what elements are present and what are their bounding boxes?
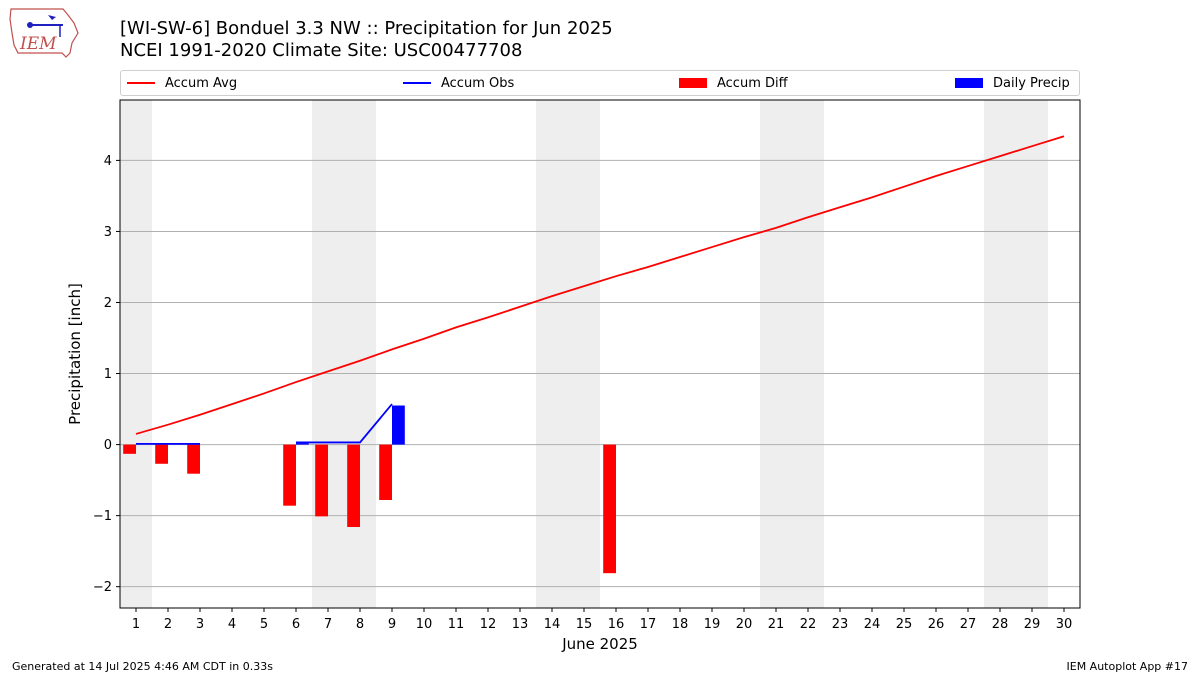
x-tick-label: 28 [992, 617, 1009, 632]
legend-item-accum-obs: Accum Obs [403, 71, 514, 95]
legend-item-accum-diff: Accum Diff [679, 71, 788, 95]
x-tick-label: 14 [544, 617, 561, 632]
x-tick-label: 27 [960, 617, 977, 632]
x-tick-label: 16 [608, 617, 625, 632]
accum-diff-bar [347, 444, 360, 528]
x-tick-label: 12 [480, 617, 497, 632]
x-tick-label: 30 [1056, 617, 1073, 632]
logo-text: IEM [19, 34, 57, 54]
x-tick-label: 8 [356, 617, 364, 632]
x-tick-label: 19 [704, 617, 721, 632]
legend-item-daily-precip: Daily Precip [955, 71, 1070, 95]
app-credit: IEM Autoplot App #17 [1066, 660, 1189, 673]
x-tick-label: 25 [896, 617, 913, 632]
chart-subtitle: NCEI 1991-2020 Climate Site: USC00477708 [120, 40, 523, 61]
daily-precip-bar [296, 443, 309, 445]
x-tick-label: 10 [416, 617, 433, 632]
weekend-shade [536, 100, 600, 608]
iem-logo: IEM [8, 5, 80, 60]
x-tick-label: 26 [928, 617, 945, 632]
y-tick-label: −2 [93, 580, 112, 595]
accum-diff-bar [283, 444, 296, 506]
x-tick-label: 9 [388, 617, 396, 632]
x-tick-label: 2 [164, 617, 172, 632]
accum-diff-bar [379, 444, 392, 501]
legend-swatch [955, 78, 983, 88]
legend-label: Accum Diff [717, 75, 788, 91]
legend-label: Accum Obs [441, 75, 515, 91]
accum-diff-bar [603, 444, 616, 574]
y-tick-label: 4 [104, 154, 112, 169]
legend-label: Daily Precip [993, 75, 1070, 91]
x-tick-label: 15 [576, 617, 593, 632]
x-tick-label: 29 [1024, 617, 1041, 632]
legend: Accum Avg Accum Obs Accum Diff Daily Pre… [120, 70, 1080, 96]
x-tick-label: 4 [228, 617, 236, 632]
x-tick-label: 3 [196, 617, 204, 632]
y-tick-label: 2 [104, 296, 112, 311]
legend-item-accum-avg: Accum Avg [127, 71, 237, 95]
accum-diff-bar [315, 444, 328, 517]
weekend-shade [312, 100, 376, 608]
x-tick-label: 17 [640, 617, 657, 632]
y-axis-label: Precipitation [inch] [66, 283, 84, 425]
x-tick-label: 1 [132, 617, 140, 632]
generated-timestamp: Generated at 14 Jul 2025 4:46 AM CDT in … [12, 660, 273, 673]
x-tick-label: 24 [864, 617, 881, 632]
chart-title: [WI-SW-6] Bonduel 3.3 NW :: Precipitatio… [120, 18, 613, 39]
accum-diff-bar [187, 444, 200, 474]
legend-swatch [679, 78, 707, 88]
daily-precip-bar [392, 405, 405, 445]
x-tick-label: 11 [448, 617, 465, 632]
legend-label: Accum Avg [165, 75, 238, 91]
y-tick-label: 3 [104, 225, 112, 240]
x-tick-label: 20 [736, 617, 753, 632]
x-tick-label: 23 [832, 617, 849, 632]
x-tick-label: 18 [672, 617, 689, 632]
weekend-shade [120, 100, 152, 608]
accum-diff-bar [155, 444, 168, 464]
y-tick-label: 1 [104, 367, 112, 382]
legend-swatch [403, 82, 431, 84]
x-tick-label: 22 [800, 617, 817, 632]
x-tick-label: 13 [512, 617, 529, 632]
weekend-shade [984, 100, 1048, 608]
x-tick-label: 7 [324, 617, 332, 632]
x-axis-label: June 2025 [561, 635, 638, 653]
accum-diff-bar [123, 444, 136, 454]
accum-obs-line [296, 403, 393, 444]
weekend-shade [760, 100, 824, 608]
y-tick-label: 0 [104, 438, 112, 453]
x-tick-label: 5 [260, 617, 268, 632]
accum-avg-line [135, 135, 1065, 435]
plot-frame [119, 99, 1081, 609]
x-tick-label: 21 [768, 617, 785, 632]
legend-swatch [127, 82, 155, 84]
x-tick-label: 6 [292, 617, 300, 632]
y-tick-label: −1 [93, 509, 112, 524]
